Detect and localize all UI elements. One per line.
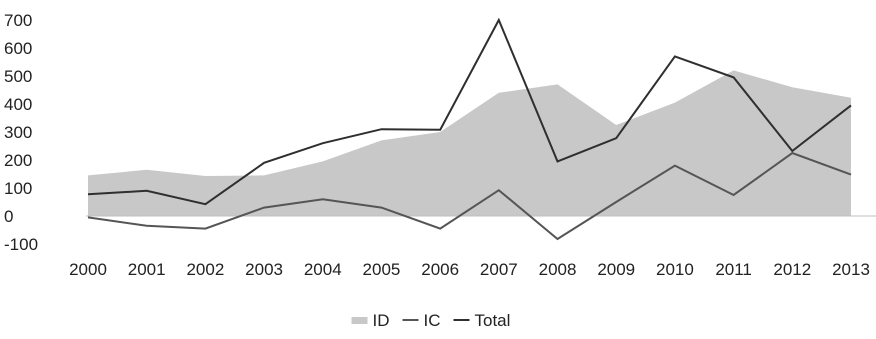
y-tick-label: 500 — [4, 67, 32, 86]
x-axis: 2000 2001 2002 2003 2004 2005 2006 2007 2008 2009… — [69, 260, 870, 279]
legend-label: IC — [424, 311, 441, 330]
legend-item-ic: IC — [402, 311, 441, 330]
x-tick-label: 2006 — [421, 260, 459, 279]
legend-swatch — [351, 317, 368, 324]
y-tick-label: 300 — [4, 123, 32, 142]
series-total-line — [87, 17, 852, 206]
x-tick-label: 2011 — [715, 260, 752, 279]
x-tick-label: 2010 — [656, 260, 694, 279]
x-tick-label: 2003 — [245, 260, 283, 279]
y-tick-label: 700 — [4, 11, 32, 30]
legend: ID IC Total — [351, 311, 511, 330]
lines-layer — [87, 17, 852, 241]
area-layer — [88, 70, 851, 217]
legend-item-id: ID — [351, 311, 390, 330]
x-tick-label: 2008 — [539, 260, 577, 279]
x-tick-label: 2005 — [363, 260, 401, 279]
legend-label: Total — [475, 311, 511, 330]
x-tick-label: 2013 — [832, 260, 870, 279]
legend-label: ID — [373, 311, 390, 330]
y-tick-label: 400 — [4, 95, 32, 114]
y-tick-label: -100 — [4, 235, 38, 254]
x-tick-label: 2000 — [69, 260, 107, 279]
y-tick-label: 0 — [4, 207, 13, 226]
x-tick-label: 2002 — [186, 260, 224, 279]
x-tick-label: 2009 — [597, 260, 635, 279]
series-id-area — [88, 70, 851, 217]
legend-item-total: Total — [453, 311, 511, 330]
series-ic-line — [87, 151, 852, 241]
x-tick-label: 2007 — [480, 260, 518, 279]
y-axis: -100 0 100 200 300 400 500 600 700 — [4, 11, 38, 254]
y-tick-label: 200 — [4, 151, 32, 170]
x-tick-label: 2012 — [773, 260, 811, 279]
y-tick-label: 600 — [4, 39, 32, 58]
x-tick-label: 2001 — [128, 260, 166, 279]
y-tick-label: 100 — [4, 179, 32, 198]
x-tick-label: 2004 — [304, 260, 342, 279]
